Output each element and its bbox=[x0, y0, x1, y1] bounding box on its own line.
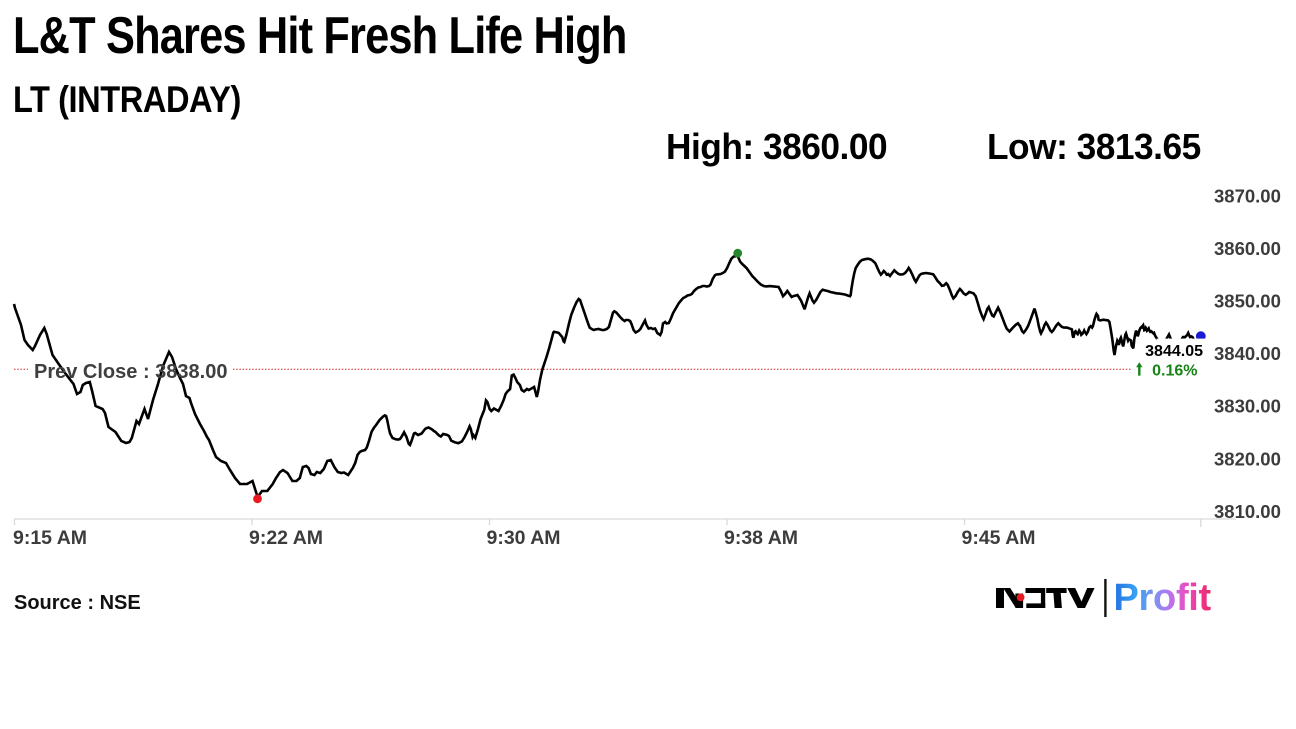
svg-text:3820.00: 3820.00 bbox=[1214, 449, 1281, 470]
svg-text:3810.00: 3810.00 bbox=[1214, 501, 1281, 522]
svg-text:9:15 AM: 9:15 AM bbox=[13, 527, 87, 549]
svg-text:Prev Close : 3838.00: Prev Close : 3838.00 bbox=[34, 361, 227, 383]
svg-text:Source : NSE: Source : NSE bbox=[14, 592, 141, 614]
svg-text:9:30 AM: 9:30 AM bbox=[487, 527, 561, 549]
svg-text:3840.00: 3840.00 bbox=[1214, 343, 1281, 364]
svg-text:3844.05: 3844.05 bbox=[1145, 343, 1203, 360]
svg-text:9:45 AM: 9:45 AM bbox=[962, 527, 1036, 549]
svg-text:Profit: Profit bbox=[1114, 577, 1212, 619]
svg-text:9:38 AM: 9:38 AM bbox=[724, 527, 798, 549]
svg-text:3870.00: 3870.00 bbox=[1214, 185, 1281, 206]
svg-text:3850.00: 3850.00 bbox=[1214, 291, 1281, 312]
svg-text:3830.00: 3830.00 bbox=[1214, 396, 1281, 417]
svg-text:0.16%: 0.16% bbox=[1152, 362, 1197, 379]
svg-text:9:22 AM: 9:22 AM bbox=[249, 527, 323, 549]
svg-text:3860.00: 3860.00 bbox=[1214, 238, 1281, 259]
